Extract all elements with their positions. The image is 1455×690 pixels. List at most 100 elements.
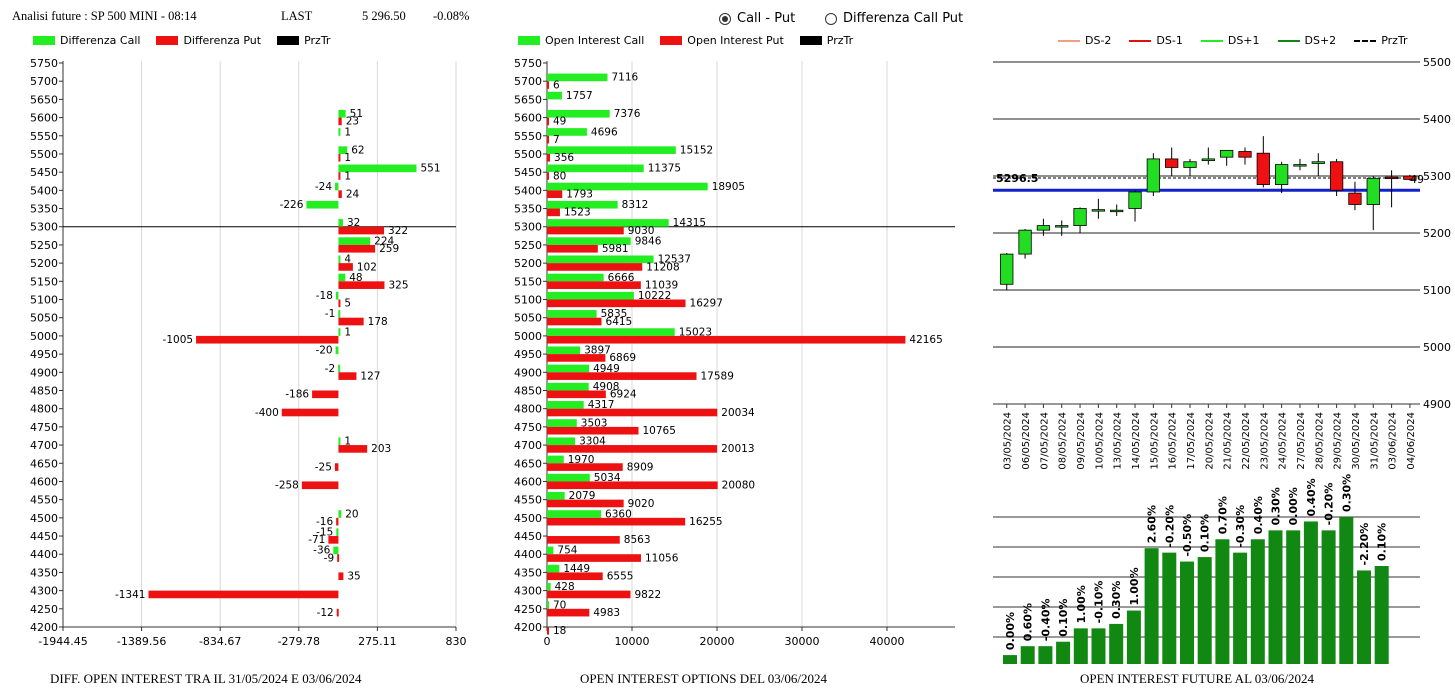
date-label: 28/05/2024 [1314,412,1325,470]
bar [338,219,343,227]
data-label: 754 [557,545,577,557]
data-label: 6666 [608,272,635,284]
bar [335,182,339,191]
data-label: 4908 [593,381,620,393]
strike-label: 5250 [30,239,58,252]
data-label: 4696 [591,126,618,138]
radio-diff-call-put[interactable]: Differenza Call Put [825,11,963,26]
data-label: 6360 [605,508,632,520]
data-label: 1449 [563,563,590,575]
bar [547,437,576,446]
bar [338,328,341,336]
data-label: 48 [349,272,362,284]
legend-item: Open Interest Call [518,34,644,47]
strike-label: 4950 [30,348,58,361]
data-label: 551 [420,163,440,175]
bar [547,109,610,118]
strike-label: 5050 [514,312,542,325]
legend-right: DS-2 DS-1 DS+1 DS+2 PrzTr [1058,34,1426,47]
bar [547,401,584,409]
strike-label: 4750 [30,421,58,434]
data-label: 7376 [614,108,641,120]
date-label: 07/05/2024 [1039,412,1050,470]
x-tick-label: 30000 [785,635,820,648]
bar [547,226,624,235]
radio-selected-icon [719,12,731,25]
data-label: 0.30% [1340,474,1353,512]
strike-label: 4200 [514,621,542,634]
bar [547,608,590,617]
data-label: 18905 [712,181,745,193]
candle-body [1329,161,1344,191]
strike-label: 5350 [30,203,58,216]
data-label: 3897 [584,345,611,357]
data-label: 10765 [643,425,676,437]
price-label: 5296.5 [996,172,1038,185]
date-label: 10/05/2024 [1094,412,1105,470]
strike-label: 4750 [514,421,542,434]
bar [1339,517,1354,664]
data-label: -1 [325,308,335,320]
bar [312,390,339,399]
data-label: 16297 [690,298,723,310]
bar [1020,646,1035,664]
caption-left: DIFF. OPEN INTEREST TRA IL 31/05/2024 E … [50,671,362,686]
bar [547,153,551,162]
bar [547,481,718,490]
bar [338,226,385,235]
bar [547,445,718,453]
data-label: -400 [255,407,279,419]
bar [1250,539,1265,664]
candle-body [1000,253,1014,285]
bar [547,572,603,581]
change-percent: -0.08% [433,9,470,23]
bar [338,364,341,373]
data-label: 6555 [607,571,634,583]
bar [547,91,562,100]
caption-right: OPEN INTEREST FUTURE AL 03/06/2024 [1080,671,1315,686]
candle-body [1348,192,1362,205]
bar [547,117,549,126]
bar [547,73,608,82]
legend-item: DS+1 [1200,34,1260,47]
data-label: 10222 [638,290,671,302]
bar [338,146,348,154]
data-label: 70 [553,599,566,611]
data-label: -24 [315,181,332,193]
data-label: 8563 [624,534,651,546]
radio-call-put[interactable]: Call - Put [719,11,795,26]
date-label: 03/05/2024 [1003,412,1014,470]
x-tick-label: 40000 [870,635,905,648]
candle-body [1275,164,1289,185]
bar [547,237,631,245]
strike-label: 4950 [514,348,542,361]
bar [547,182,708,191]
data-label: 322 [388,225,408,237]
strike-label: 4300 [514,585,542,598]
date-label: 13/05/2024 [1113,412,1124,470]
candle-body [1146,158,1160,193]
bar [547,590,631,599]
data-label: 203 [371,443,391,455]
strike-label: 5500 [30,148,58,161]
strike-label: 5650 [514,93,542,106]
y-tick-label: 5100 [1423,284,1451,297]
strike-label: 4350 [30,566,58,579]
bar [547,382,589,391]
bar [547,408,718,417]
candle-body [1018,229,1032,255]
data-label: 0.60% [1022,603,1035,641]
bar [547,419,577,427]
strike-label: 4850 [514,384,542,397]
strike-label: 5700 [30,75,58,88]
strike-label: 4900 [30,366,58,379]
data-label: 6415 [606,316,633,328]
data-label: 5835 [601,308,628,320]
bar [547,627,549,635]
bar [1073,628,1088,664]
legend-label: Differenza Put [183,34,262,47]
data-label: 3503 [581,417,608,429]
y-tick-label: 5200 [1423,227,1451,240]
data-label: 259 [379,243,399,255]
